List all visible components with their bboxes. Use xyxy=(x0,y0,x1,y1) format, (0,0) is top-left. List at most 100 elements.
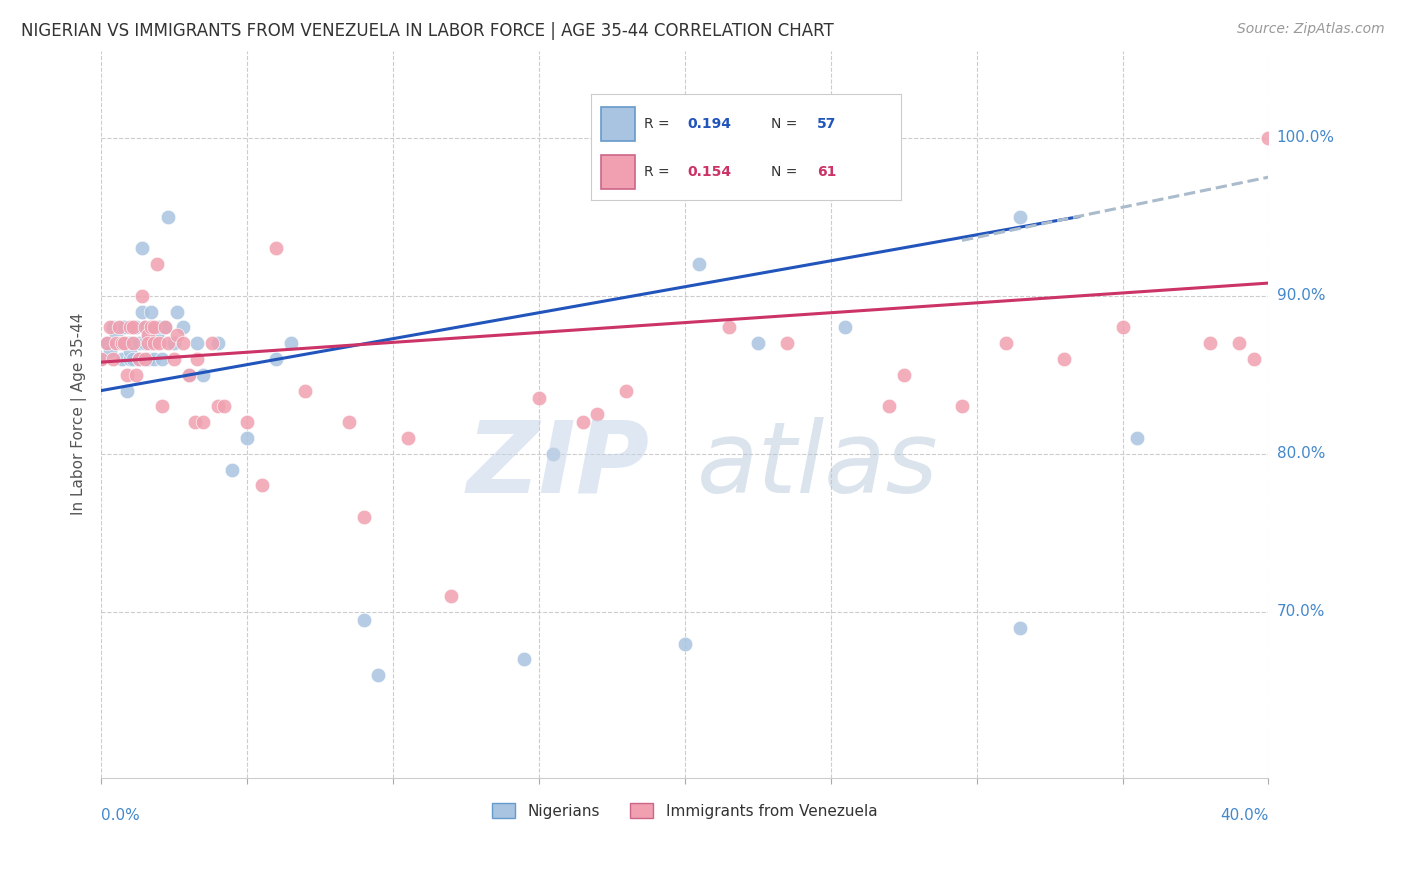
Point xyxy=(157,336,180,351)
Point xyxy=(1111,320,1133,334)
Point xyxy=(166,328,188,343)
Point xyxy=(148,320,170,334)
Point xyxy=(114,320,136,334)
Point xyxy=(134,320,156,334)
Point xyxy=(107,320,129,334)
Point xyxy=(142,336,165,351)
Point xyxy=(104,336,127,351)
Point xyxy=(1243,351,1265,366)
Point xyxy=(145,257,167,271)
Point xyxy=(145,328,167,343)
Point xyxy=(128,336,150,351)
Point xyxy=(139,320,162,334)
Point xyxy=(114,336,136,351)
Point xyxy=(353,613,375,627)
Point xyxy=(950,400,973,414)
Point xyxy=(177,368,200,382)
Point xyxy=(104,328,127,343)
Point xyxy=(155,320,177,334)
Point xyxy=(212,400,235,414)
Text: 100.0%: 100.0% xyxy=(1277,130,1334,145)
Point xyxy=(128,351,150,366)
Point xyxy=(236,431,259,445)
Point xyxy=(131,241,153,255)
Point xyxy=(1126,431,1149,445)
Point xyxy=(163,336,186,351)
Point xyxy=(120,351,142,366)
Point xyxy=(98,320,121,334)
Point xyxy=(994,336,1017,351)
Point xyxy=(172,336,194,351)
Point xyxy=(122,336,145,351)
Point xyxy=(142,320,165,334)
Point xyxy=(201,336,224,351)
Point xyxy=(221,462,243,476)
Point xyxy=(177,368,200,382)
Point xyxy=(157,210,180,224)
Point xyxy=(134,336,156,351)
Point xyxy=(155,320,177,334)
Point xyxy=(688,257,710,271)
Point xyxy=(1227,336,1250,351)
Point xyxy=(96,336,118,351)
Point xyxy=(747,336,769,351)
Point xyxy=(98,344,121,359)
Point xyxy=(396,431,419,445)
Point xyxy=(193,368,215,382)
Point xyxy=(186,336,208,351)
Point xyxy=(1010,210,1032,224)
Point xyxy=(527,392,550,406)
Point xyxy=(101,320,124,334)
Point xyxy=(120,344,142,359)
Text: 80.0%: 80.0% xyxy=(1277,446,1324,461)
Point xyxy=(120,336,142,351)
Point xyxy=(136,328,159,343)
Point xyxy=(1053,351,1076,366)
Point xyxy=(513,652,536,666)
Point xyxy=(1199,336,1222,351)
Point xyxy=(186,351,208,366)
Point xyxy=(776,336,799,351)
Point xyxy=(148,336,170,351)
Point xyxy=(877,400,900,414)
Point xyxy=(586,407,609,421)
Point xyxy=(207,336,229,351)
Point xyxy=(353,510,375,524)
Point xyxy=(152,351,174,366)
Text: atlas: atlas xyxy=(696,417,938,514)
Point xyxy=(122,351,145,366)
Point xyxy=(1010,621,1032,635)
Point xyxy=(136,328,159,343)
Point xyxy=(101,351,124,366)
Point xyxy=(172,320,194,334)
Text: 40.0%: 40.0% xyxy=(1220,808,1268,823)
Point xyxy=(107,336,129,351)
Point xyxy=(337,415,360,429)
Text: NIGERIAN VS IMMIGRANTS FROM VENEZUELA IN LABOR FORCE | AGE 35-44 CORRELATION CHA: NIGERIAN VS IMMIGRANTS FROM VENEZUELA IN… xyxy=(21,22,834,40)
Point xyxy=(207,400,229,414)
Point xyxy=(134,351,156,366)
Point xyxy=(166,304,188,318)
Point xyxy=(110,320,132,334)
Point xyxy=(193,415,215,429)
Point xyxy=(136,351,159,366)
Point xyxy=(120,320,142,334)
Point xyxy=(136,336,159,351)
Point xyxy=(125,368,148,382)
Point xyxy=(236,415,259,429)
Point xyxy=(139,304,162,318)
Point xyxy=(616,384,638,398)
Point xyxy=(104,336,127,351)
Point xyxy=(117,368,139,382)
Point xyxy=(1257,130,1279,145)
Point xyxy=(139,336,162,351)
Point xyxy=(110,351,132,366)
Text: 0.0%: 0.0% xyxy=(101,808,139,823)
Point xyxy=(893,368,915,382)
Point xyxy=(125,320,148,334)
Point xyxy=(440,589,463,603)
Text: ZIP: ZIP xyxy=(467,417,650,514)
Point xyxy=(131,304,153,318)
Point xyxy=(163,351,186,366)
Text: 90.0%: 90.0% xyxy=(1277,288,1326,303)
